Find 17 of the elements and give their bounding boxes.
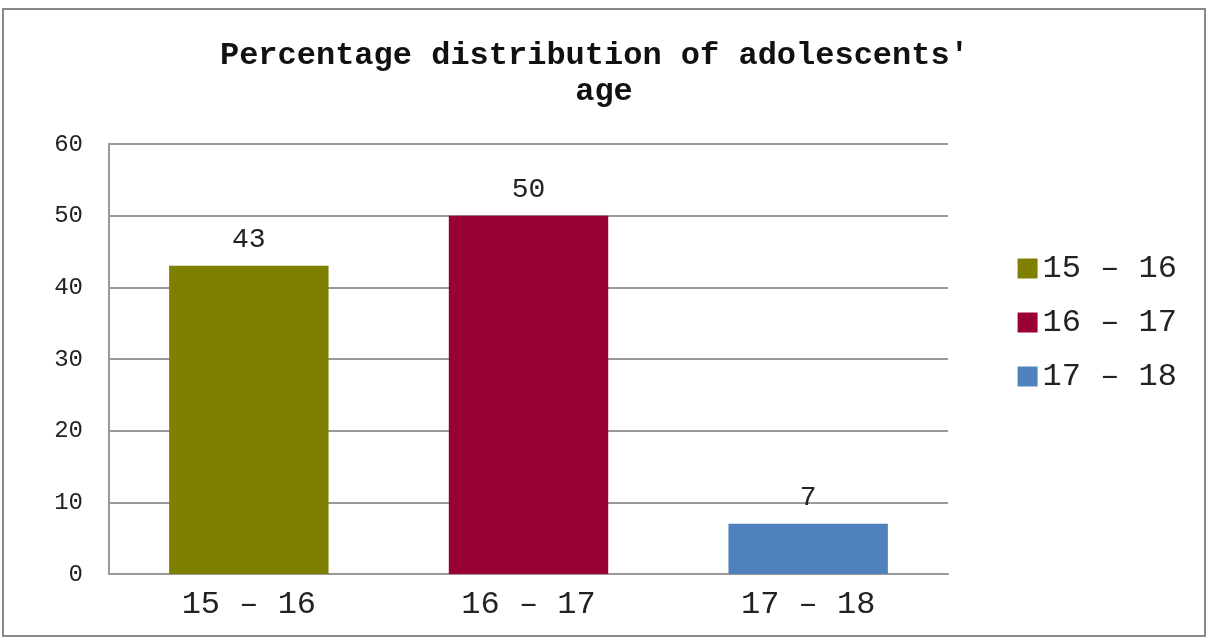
legend-label: 17 – 18: [1042, 358, 1177, 395]
y-tick-label: 20: [54, 417, 83, 445]
legend-label: 16 – 17: [1042, 304, 1177, 341]
y-tick-label: 10: [54, 488, 83, 516]
y-tick-label: 40: [54, 273, 83, 301]
y-tick-label: 60: [54, 130, 83, 158]
y-tick-label: 50: [54, 202, 83, 230]
legend-label: 15 – 16: [1042, 250, 1177, 287]
data-label: 7: [799, 482, 817, 514]
y-tick-label: 0: [68, 560, 83, 588]
chart-title: Percentage distribution of adolescents' age: [219, 36, 989, 110]
data-label: 43: [232, 224, 266, 256]
data-label: 50: [511, 174, 546, 206]
x-tick-label: 15 – 16: [181, 585, 317, 623]
y-tick-label: 30: [54, 345, 83, 373]
x-tick-label: 16 – 17: [461, 585, 596, 623]
x-tick-label: 17 – 18: [740, 585, 876, 623]
